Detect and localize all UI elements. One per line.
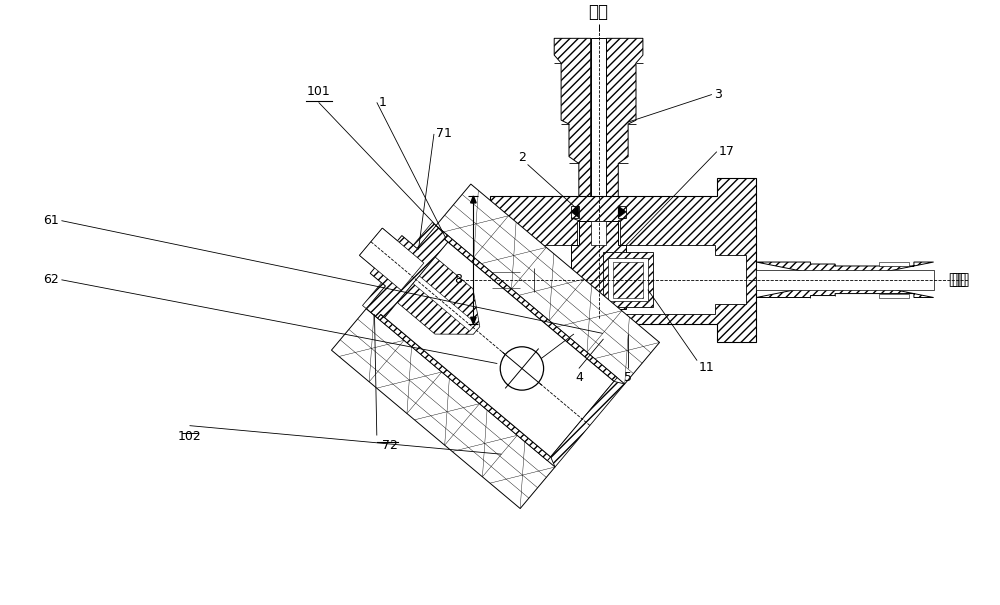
Polygon shape — [879, 293, 909, 298]
Polygon shape — [608, 258, 648, 301]
Circle shape — [500, 347, 544, 390]
Text: 72: 72 — [382, 439, 398, 453]
Polygon shape — [554, 38, 591, 218]
Text: 1: 1 — [379, 96, 387, 109]
Polygon shape — [606, 38, 643, 218]
Polygon shape — [603, 252, 653, 307]
Polygon shape — [571, 206, 579, 218]
Polygon shape — [360, 226, 448, 318]
Polygon shape — [490, 221, 746, 339]
Polygon shape — [618, 206, 626, 218]
Polygon shape — [756, 262, 934, 298]
Polygon shape — [444, 235, 617, 381]
Polygon shape — [471, 317, 476, 324]
Polygon shape — [466, 245, 502, 314]
Text: 61: 61 — [43, 214, 58, 227]
Text: 102: 102 — [178, 430, 201, 443]
Text: 11: 11 — [699, 361, 715, 374]
Text: 2: 2 — [518, 151, 526, 165]
Text: 8: 8 — [455, 273, 463, 286]
Text: 9: 9 — [531, 367, 538, 379]
Polygon shape — [571, 221, 626, 314]
Polygon shape — [490, 178, 756, 342]
Polygon shape — [436, 184, 660, 384]
Polygon shape — [466, 266, 490, 293]
Text: 出口: 出口 — [948, 272, 967, 287]
Polygon shape — [381, 239, 614, 457]
Text: 出口: 出口 — [951, 272, 970, 287]
Polygon shape — [397, 257, 480, 334]
Polygon shape — [618, 206, 626, 218]
Text: 17: 17 — [719, 145, 735, 158]
Polygon shape — [413, 276, 476, 331]
Polygon shape — [492, 268, 534, 292]
Text: 71: 71 — [436, 128, 452, 140]
Polygon shape — [551, 381, 625, 467]
Polygon shape — [363, 283, 385, 309]
Text: 101: 101 — [307, 85, 331, 99]
Polygon shape — [378, 315, 551, 460]
Polygon shape — [360, 228, 424, 290]
Polygon shape — [756, 270, 934, 290]
Text: 入口: 入口 — [589, 2, 609, 21]
Polygon shape — [591, 221, 606, 245]
Text: 62: 62 — [43, 273, 58, 286]
Text: 4: 4 — [575, 371, 583, 384]
Text: 5: 5 — [624, 371, 632, 384]
Text: 3: 3 — [714, 88, 722, 101]
Polygon shape — [571, 206, 579, 218]
Polygon shape — [413, 223, 436, 248]
Polygon shape — [879, 262, 909, 266]
Polygon shape — [613, 262, 643, 298]
Polygon shape — [591, 38, 606, 218]
Polygon shape — [471, 196, 476, 203]
Polygon shape — [331, 309, 555, 509]
